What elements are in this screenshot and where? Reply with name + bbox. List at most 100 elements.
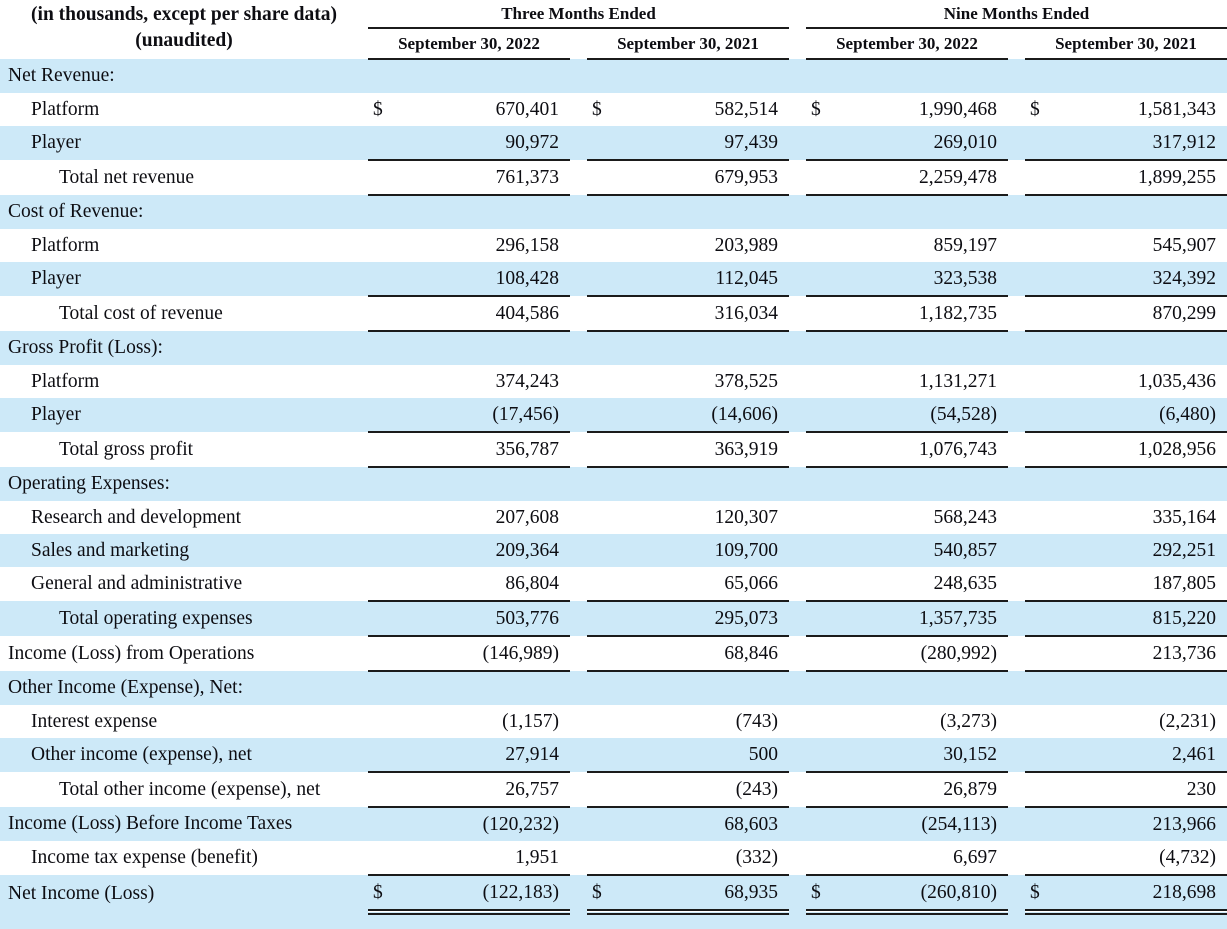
currency-symbol: $ [806, 875, 836, 915]
table-row: Total operating expenses 503,776 295,073 1,… [0, 601, 1227, 637]
column-gap [1008, 365, 1025, 398]
value-cell: 1,899,255 [1055, 160, 1227, 196]
value-cell: 568,243 [836, 501, 1008, 534]
currency-symbol [1025, 636, 1055, 672]
currency-symbol [806, 296, 836, 332]
value-cell: 292,251 [1055, 534, 1227, 567]
value-cell: (743) [617, 705, 789, 738]
column-gap [1008, 59, 1025, 93]
currency-symbol [1025, 671, 1055, 705]
column-gap [1008, 501, 1025, 534]
currency-symbol [1025, 705, 1055, 738]
value-cell [1055, 467, 1227, 501]
value-cell: 374,243 [398, 365, 570, 398]
currency-symbol [587, 160, 617, 196]
value-cell: (146,989) [398, 636, 570, 672]
value-cell: 2,461 [1055, 738, 1227, 773]
currency-symbol [368, 59, 398, 93]
currency-symbol [587, 567, 617, 602]
currency-symbol: $ [368, 93, 398, 126]
row-label: Other Income (Expense), Net: [0, 671, 368, 705]
value-cell: 1,990,468 [836, 93, 1008, 126]
column-gap [789, 601, 806, 636]
column-gap [570, 160, 587, 195]
currency-symbol [368, 807, 398, 841]
period-9m-2022: September 30, 2022 [806, 28, 1008, 60]
currency-symbol [1025, 126, 1055, 161]
row-label: Platform [0, 93, 368, 126]
value-cell: 317,912 [1055, 126, 1227, 161]
value-cell [398, 59, 570, 93]
column-gap [1008, 229, 1025, 262]
currency-symbol [587, 671, 617, 705]
currency-symbol [587, 738, 617, 773]
value-cell: (243) [617, 772, 789, 808]
currency-symbol [1025, 772, 1055, 808]
table-row: Income tax expense (benefit) 1,951 (332) 6,… [0, 841, 1227, 876]
row-label: Net Income (Loss) [0, 875, 368, 912]
column-group-nine-months: Nine Months Ended [806, 0, 1227, 29]
table-row: Sales and marketing 209,364 109,700 540,857… [0, 534, 1227, 567]
period-3m-2022: September 30, 2022 [368, 28, 570, 60]
value-cell: 1,581,343 [1055, 93, 1227, 126]
value-cell: 2,259,478 [836, 160, 1008, 196]
currency-symbol [1025, 567, 1055, 602]
value-cell: (280,992) [836, 636, 1008, 672]
column-gap [570, 195, 587, 229]
currency-symbol [368, 534, 398, 567]
row-label: Interest expense [0, 705, 368, 738]
column-gap [570, 601, 587, 636]
column-gap [789, 738, 806, 772]
value-cell: 295,073 [617, 601, 789, 637]
value-cell [1055, 59, 1227, 93]
column-gap [789, 671, 806, 705]
column-gap [1008, 331, 1025, 365]
column-gap [1008, 875, 1025, 912]
value-cell [1055, 195, 1227, 229]
table-row: Total gross profit 356,787 363,919 1,076,74… [0, 432, 1227, 468]
value-cell: (17,456) [398, 398, 570, 433]
currency-symbol [806, 534, 836, 567]
column-gap [1008, 772, 1025, 807]
value-cell: 86,804 [398, 567, 570, 602]
column-gap [1008, 807, 1025, 841]
column-gap [789, 59, 806, 93]
column-gap [789, 467, 806, 501]
currency-symbol [806, 467, 836, 501]
column-gap [1008, 126, 1025, 160]
currency-symbol: $ [806, 93, 836, 126]
column-gap [789, 807, 806, 841]
value-cell: 213,966 [1055, 807, 1227, 841]
value-cell: 324,392 [1055, 262, 1227, 297]
row-label: Net Revenue: [0, 59, 368, 93]
value-cell [836, 195, 1008, 229]
value-cell [836, 331, 1008, 365]
value-cell: 316,034 [617, 296, 789, 332]
currency-symbol [587, 841, 617, 876]
column-gap [570, 875, 587, 912]
row-label: Cost of Revenue: [0, 195, 368, 229]
currency-symbol [368, 398, 398, 433]
value-cell: (4,732) [1055, 841, 1227, 876]
currency-symbol [1025, 467, 1055, 501]
value-cell [617, 195, 789, 229]
value-cell: (122,183) [398, 875, 570, 915]
header-gap [570, 28, 587, 59]
table-row: Total net revenue 761,373 679,953 2,259,478… [0, 160, 1227, 196]
value-cell: (1,157) [398, 705, 570, 738]
row-label: Total other income (expense), net [0, 772, 368, 807]
row-label: General and administrative [0, 567, 368, 601]
header-gap [789, 28, 806, 59]
value-cell: 187,805 [1055, 567, 1227, 602]
table-row: Other income (expense), net 27,914 500 30,1… [0, 738, 1227, 773]
currency-symbol [587, 262, 617, 297]
currency-symbol [806, 671, 836, 705]
column-gap [789, 772, 806, 807]
column-gap [570, 432, 587, 467]
currency-symbol [587, 432, 617, 468]
currency-symbol [368, 705, 398, 738]
value-cell [617, 331, 789, 365]
table-row: Income (Loss) from Operations (146,989) 68… [0, 636, 1227, 672]
currency-symbol [806, 195, 836, 229]
